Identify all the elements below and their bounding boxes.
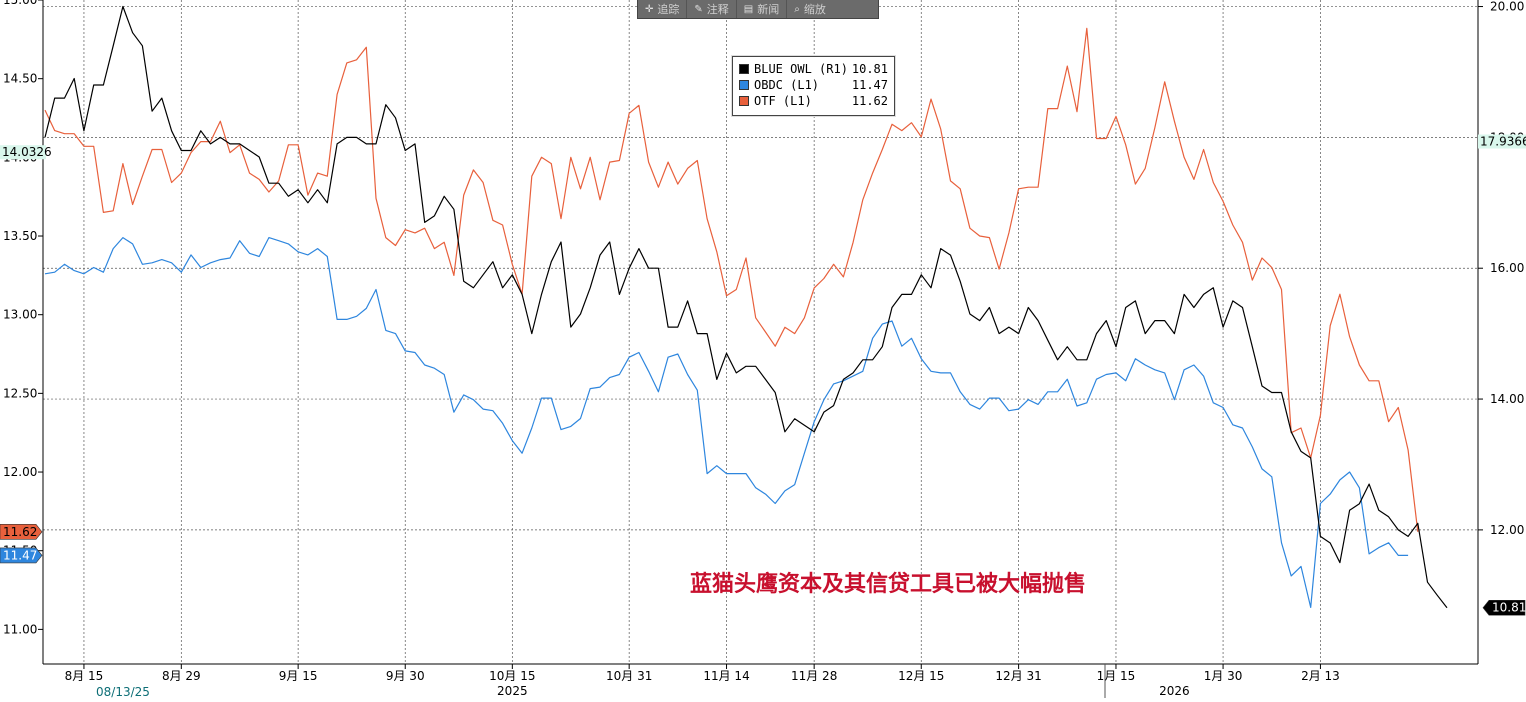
- obdc-last-value-flag: [0, 547, 43, 564]
- legend-swatch-obdc: [739, 80, 749, 90]
- legend-entry-otf[interactable]: OTF (L1) 11.62: [739, 93, 888, 109]
- track-label: 追踪: [657, 3, 680, 16]
- legend-swatch-blue-owl: [739, 64, 749, 74]
- left-tick-label: 13.00: [3, 308, 37, 322]
- chart-annotation: 蓝猫头鹰资本及其信贷工具已被大幅抛售: [690, 571, 1087, 597]
- x-tick-label: 9月 30: [386, 669, 425, 683]
- legend-value-obdc: 11.47: [851, 78, 888, 92]
- x-tick-label: 11月 28: [791, 669, 837, 683]
- x-year-label: 2026: [1159, 684, 1190, 698]
- legend-swatch-otf: [739, 96, 749, 106]
- news-icon: ▤: [743, 3, 754, 15]
- legend-value-otf: 11.62: [851, 94, 888, 108]
- x-tick-label: 9月 15: [279, 669, 318, 683]
- otf-last-value-flag-label: 11.62: [3, 525, 37, 539]
- pencil-icon: ✎: [694, 3, 703, 15]
- news-button[interactable]: ▤ 新闻: [737, 0, 788, 18]
- left-tick-label: 15.00: [3, 0, 37, 7]
- x-tick-label: 11月 14: [703, 669, 749, 683]
- obdc-last-value-flag-label: 11.47: [3, 548, 37, 562]
- zoom-label: 缩放: [803, 3, 826, 16]
- news-label: 新闻: [757, 3, 780, 16]
- left-tick-label: 11.00: [3, 622, 37, 636]
- legend-name-blue-owl: BLUE OWL (R1): [754, 62, 848, 76]
- left-crosshair-value: 14.0326: [2, 145, 52, 159]
- series-line-obdc[interactable]: [44, 237, 1409, 609]
- zoom-icon: ⌕: [794, 3, 800, 15]
- left-crosshair-value-bg: [0, 145, 46, 160]
- legend-entry-blue-owl[interactable]: BLUE OWL (R1) 10.81: [739, 61, 888, 77]
- left-tick-label: 13.50: [3, 229, 37, 243]
- left-tick-label: 14.50: [3, 72, 37, 86]
- right-tick-label: 16.00: [1490, 261, 1524, 275]
- right-crosshair-value-bg: [1478, 134, 1526, 149]
- chart-toolbar: ✛ 追踪 ✎ 注释 ▤ 新闻 ⌕ 缩放: [637, 0, 879, 19]
- blue-owl-last-value-flag: [1482, 599, 1526, 616]
- zoom-button[interactable]: ⌕ 缩放: [787, 0, 833, 18]
- legend-value-blue-owl: 10.81: [851, 62, 888, 76]
- right-crosshair-value: 17.9366: [1480, 135, 1526, 149]
- legend-name-obdc: OBDC (L1): [754, 78, 820, 92]
- legend-name-otf: OTF (L1): [754, 94, 812, 108]
- legend-entry-obdc[interactable]: OBDC (L1) 11.47: [739, 77, 888, 93]
- annotate-label: 注释: [706, 3, 729, 16]
- series-line-blue_owl[interactable]: [44, 5, 1448, 609]
- track-button[interactable]: ✛ 追踪: [638, 0, 688, 18]
- otf-last-value-flag: [0, 524, 43, 540]
- left-tick-label: 12.50: [3, 386, 37, 400]
- x-tick-label: 1月 15: [1097, 669, 1136, 683]
- x-year-label: 2025: [497, 684, 528, 698]
- right-tick-label: 20.00: [1490, 0, 1524, 14]
- right-tick-label: 14.00: [1490, 392, 1524, 406]
- x-tick-label: 2月 13: [1301, 669, 1340, 683]
- crosshair-icon: ✛: [645, 3, 654, 15]
- x-tick-label: 10月 15: [489, 669, 535, 683]
- x-tick-label: 8月 29: [162, 669, 201, 683]
- x-tick-label: 12月 15: [898, 669, 944, 683]
- blue-owl-last-value-flag-label: 10.81: [1492, 601, 1526, 615]
- right-tick-label: 12.00: [1490, 523, 1524, 537]
- x-tick-label: 1月 30: [1204, 669, 1243, 683]
- x-tick-label: 8月 15: [65, 669, 104, 683]
- series-line-otf[interactable]: [44, 27, 1419, 532]
- x-tick-label: 12月 31: [995, 669, 1041, 683]
- annotate-button[interactable]: ✎ 注释: [687, 0, 737, 18]
- chart-legend: BLUE OWL (R1) 10.81 OBDC (L1) 11.47 OTF …: [732, 56, 895, 116]
- left-tick-label: 12.00: [3, 465, 37, 479]
- x-tick-label: 10月 31: [606, 669, 652, 683]
- x-start-date-label: 08/13/25: [96, 685, 150, 698]
